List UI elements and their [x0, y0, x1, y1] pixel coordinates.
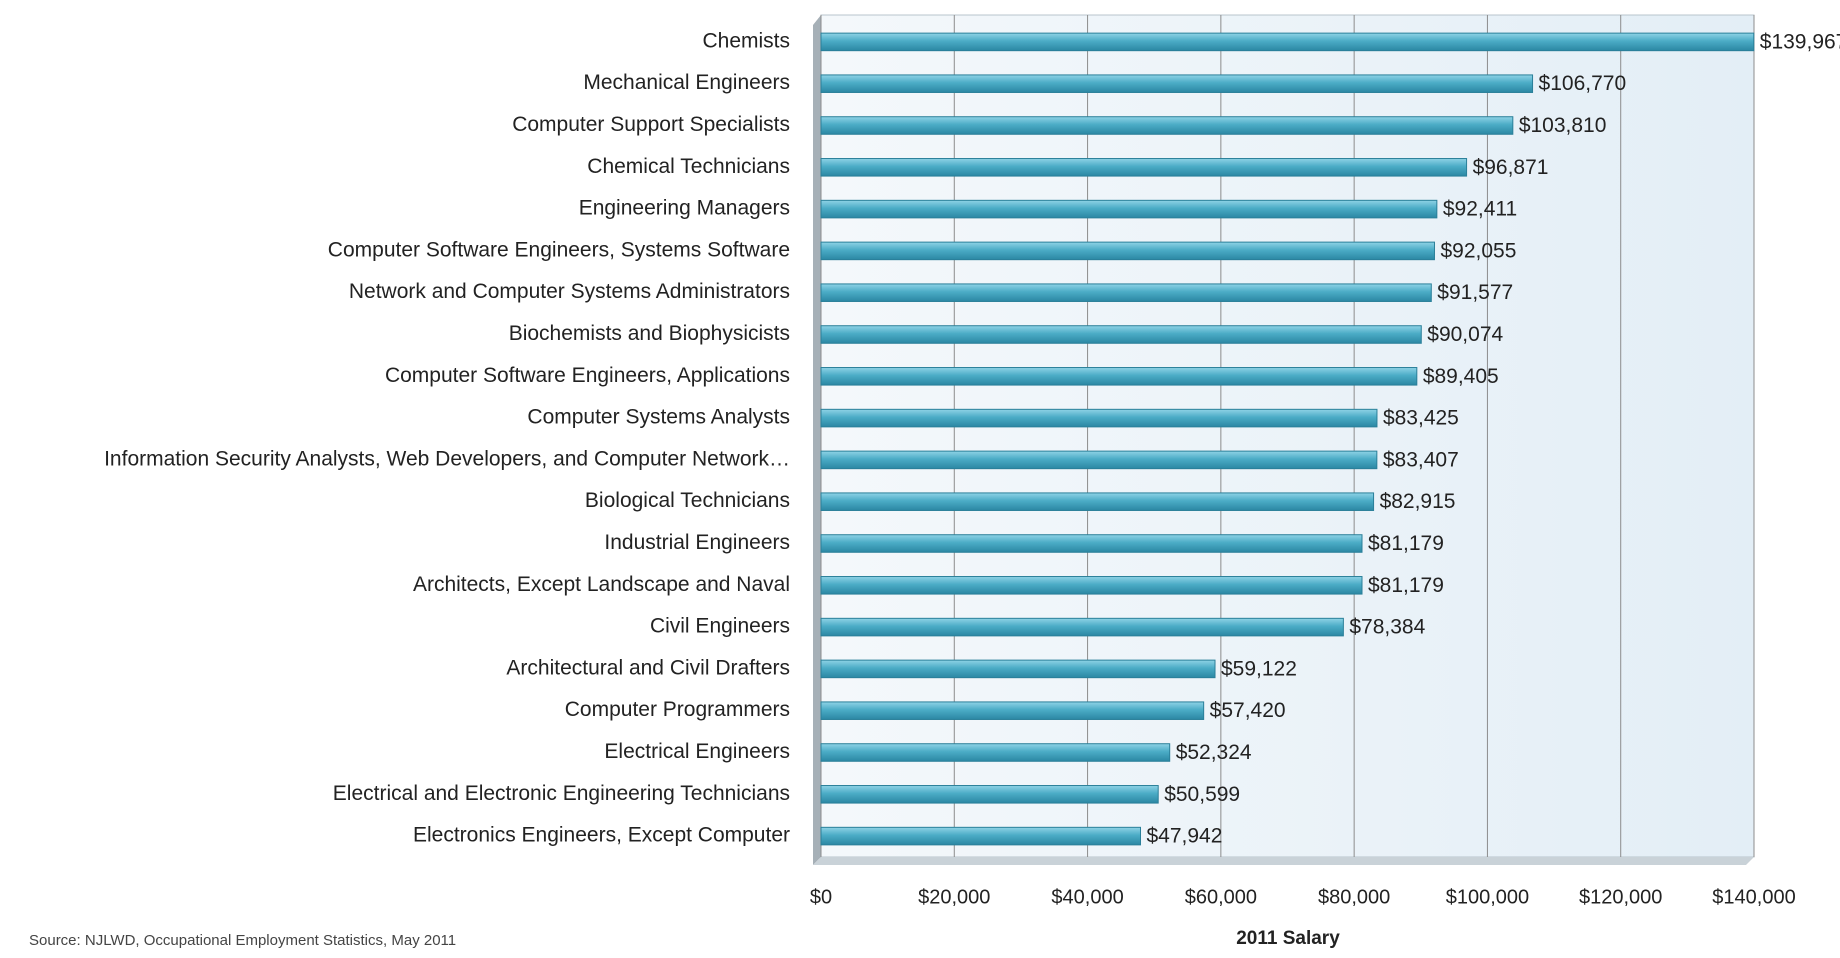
y-tick-label: Electrical Engineers	[604, 740, 790, 763]
y-tick-label: Computer Systems Analysts	[527, 406, 790, 429]
y-tick-label: Chemists	[702, 29, 790, 52]
y-tick-label: Biochemists and Biophysicists	[509, 322, 790, 345]
x-tick-label: $20,000	[918, 886, 990, 908]
value-label: $82,915	[1380, 490, 1456, 513]
value-label: $83,425	[1383, 407, 1459, 430]
y-tick-label: Mechanical Engineers	[583, 71, 790, 94]
value-label: $57,420	[1210, 699, 1286, 722]
value-label: $78,384	[1349, 616, 1425, 639]
value-label: $47,942	[1146, 825, 1222, 848]
bar	[820, 325, 1422, 344]
value-label: $81,179	[1368, 532, 1444, 555]
y-tick-label: Computer Software Engineers, Application…	[385, 364, 790, 387]
y-tick-label: Chemical Technicians	[587, 155, 790, 178]
value-label: $106,770	[1539, 72, 1627, 95]
bar	[820, 743, 1171, 762]
y-tick-label: Architects, Except Landscape and Naval	[413, 573, 790, 596]
bar	[820, 492, 1375, 511]
value-label: $50,599	[1164, 783, 1240, 806]
y-tick-label: Electrical and Electronic Engineering Te…	[333, 782, 790, 805]
y-tick-label: Computer Programmers	[565, 698, 790, 721]
bar	[820, 408, 1378, 428]
y-tick-label: Biological Technicians	[585, 489, 790, 512]
plot-area	[820, 14, 1755, 858]
x-tick-label: $60,000	[1185, 886, 1257, 908]
value-label: $52,324	[1176, 741, 1252, 764]
bar	[820, 116, 1514, 135]
y-tick-label: Industrial Engineers	[604, 531, 790, 554]
y-tick-label: Civil Engineers	[650, 615, 790, 638]
bar	[820, 283, 1432, 302]
value-label: $90,074	[1427, 323, 1503, 346]
x-tick-label: $100,000	[1446, 886, 1529, 908]
y-tick-label: Computer Support Specialists	[512, 113, 790, 136]
value-label: $83,407	[1383, 448, 1459, 471]
bar	[820, 701, 1205, 720]
value-label: $96,871	[1473, 156, 1549, 179]
bars	[820, 32, 1755, 846]
bar	[820, 826, 1141, 846]
value-label: $81,179	[1368, 574, 1444, 597]
bar	[820, 158, 1468, 177]
value-label: $139,967	[1760, 30, 1840, 53]
x-tick-label: $120,000	[1579, 886, 1662, 908]
bar	[820, 785, 1159, 804]
bar	[820, 199, 1438, 219]
value-label: $91,577	[1437, 281, 1513, 304]
y-tick-label: Computer Software Engineers, Systems Sof…	[328, 238, 790, 261]
y-tick-label: Engineering Managers	[579, 197, 790, 220]
y-tick-label: Architectural and Civil Drafters	[506, 656, 790, 679]
source-note: Source: NJLWD, Occupational Employment S…	[29, 932, 456, 949]
bar	[820, 450, 1378, 470]
bar	[820, 74, 1534, 93]
value-label: $92,055	[1440, 239, 1516, 262]
bar	[820, 534, 1363, 553]
y-tick-label: Network and Computer Systems Administrat…	[349, 280, 790, 303]
x-axis-title: 2011 Salary	[1236, 928, 1340, 949]
bar	[820, 367, 1418, 386]
bar	[820, 659, 1216, 679]
y-tick-label: Information Security Analysts, Web Devel…	[104, 447, 790, 470]
left-wall	[813, 15, 821, 865]
bar	[820, 241, 1435, 261]
y-tick-label: Electronics Engineers, Except Computer	[413, 824, 790, 847]
x-tick-label: $0	[810, 886, 832, 908]
value-label: $92,411	[1443, 198, 1517, 221]
bar	[820, 617, 1344, 637]
bar	[820, 576, 1363, 595]
x-tick-label: $80,000	[1318, 886, 1390, 908]
floor	[813, 857, 1754, 865]
value-label: $103,810	[1519, 114, 1607, 137]
x-tick-label: $140,000	[1712, 886, 1795, 908]
value-label: $89,405	[1423, 365, 1499, 388]
value-label: $59,122	[1221, 657, 1297, 680]
x-tick-label: $40,000	[1051, 886, 1123, 908]
bar	[820, 32, 1755, 52]
labels: $0 $20,000 $40,000 $60,000 $80,000 $100,000 $1…	[104, 29, 1840, 908]
